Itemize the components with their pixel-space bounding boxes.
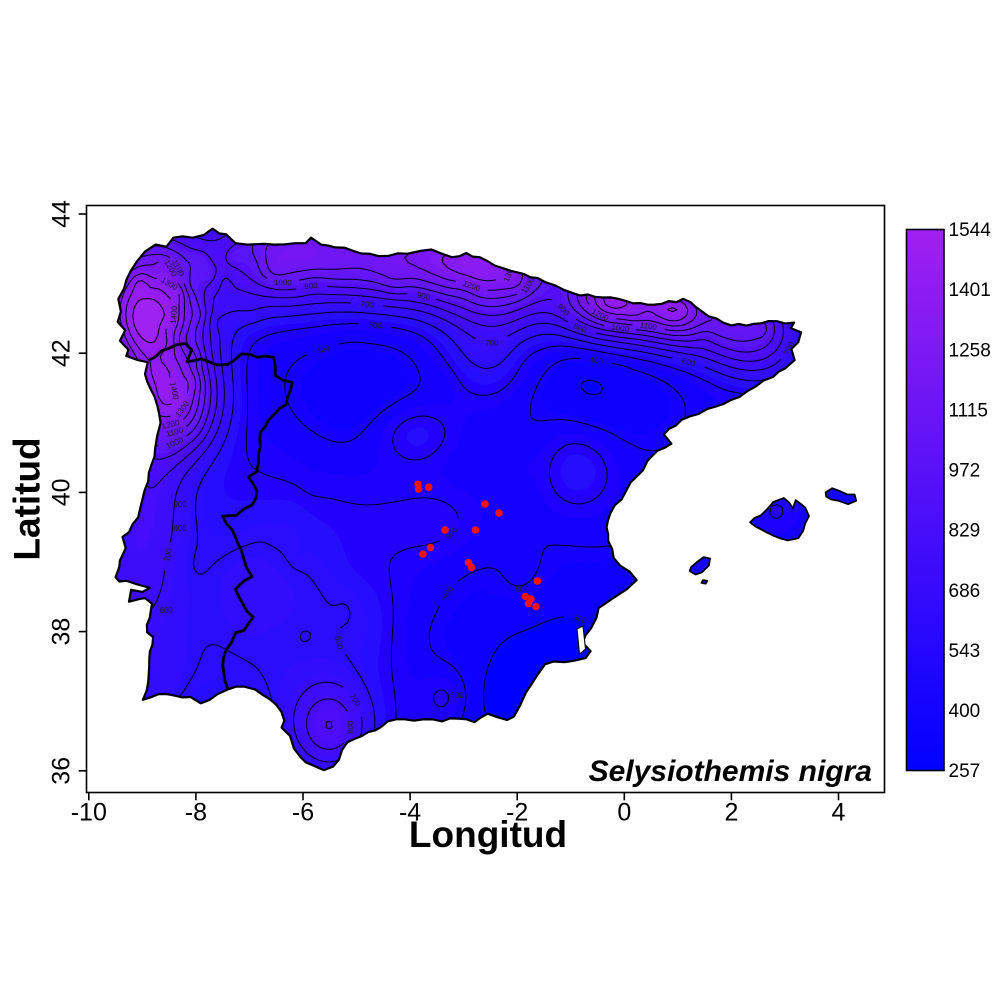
svg-text:600: 600 (681, 356, 697, 368)
svg-text:900: 900 (416, 290, 431, 302)
svg-text:972: 972 (949, 461, 981, 482)
svg-text:600: 600 (333, 635, 345, 650)
svg-text:38: 38 (48, 618, 76, 646)
svg-text:36: 36 (48, 757, 76, 785)
svg-text:-10: -10 (71, 799, 107, 827)
svg-text:600: 600 (159, 606, 173, 615)
svg-text:900: 900 (304, 281, 319, 291)
svg-text:-8: -8 (185, 799, 207, 827)
svg-text:1258: 1258 (949, 340, 991, 361)
svg-text:686: 686 (949, 581, 981, 602)
svg-text:40: 40 (48, 478, 76, 506)
svg-text:400: 400 (949, 701, 981, 722)
svg-text:1400: 1400 (169, 305, 180, 324)
svg-text:800: 800 (346, 720, 355, 734)
svg-text:800: 800 (173, 524, 187, 533)
svg-text:400: 400 (315, 343, 331, 356)
svg-text:1200: 1200 (161, 418, 181, 431)
svg-text:1400: 1400 (168, 381, 180, 401)
svg-text:2: 2 (724, 799, 738, 827)
svg-text:900: 900 (173, 500, 187, 509)
svg-text:44: 44 (48, 200, 76, 228)
svg-text:-6: -6 (292, 799, 314, 827)
svg-text:Latitud: Latitud (7, 437, 48, 560)
svg-text:0: 0 (617, 799, 631, 827)
svg-text:1401: 1401 (949, 280, 991, 301)
svg-text:829: 829 (949, 521, 981, 542)
svg-text:500: 500 (515, 585, 529, 594)
svg-text:257: 257 (949, 761, 981, 782)
svg-text:1000: 1000 (274, 278, 292, 287)
svg-text:-2: -2 (506, 799, 528, 827)
svg-text:600: 600 (450, 691, 464, 700)
svg-text:400: 400 (589, 355, 604, 366)
svg-text:1000: 1000 (611, 323, 630, 334)
svg-text:543: 543 (949, 641, 981, 662)
svg-text:500: 500 (368, 320, 383, 330)
svg-text:Longitud: Longitud (409, 814, 567, 855)
svg-text:Selysiothemis nigra: Selysiothemis nigra (589, 755, 872, 788)
svg-text:1100: 1100 (165, 426, 184, 439)
svg-text:4: 4 (832, 799, 846, 827)
svg-text:700: 700 (162, 547, 174, 562)
svg-text:1100: 1100 (639, 321, 658, 332)
svg-text:1115: 1115 (949, 400, 988, 421)
svg-text:1544: 1544 (949, 220, 992, 241)
svg-text:700: 700 (360, 299, 375, 309)
svg-text:42: 42 (48, 339, 76, 367)
svg-text:700: 700 (485, 338, 499, 347)
svg-text:-4: -4 (399, 799, 421, 827)
